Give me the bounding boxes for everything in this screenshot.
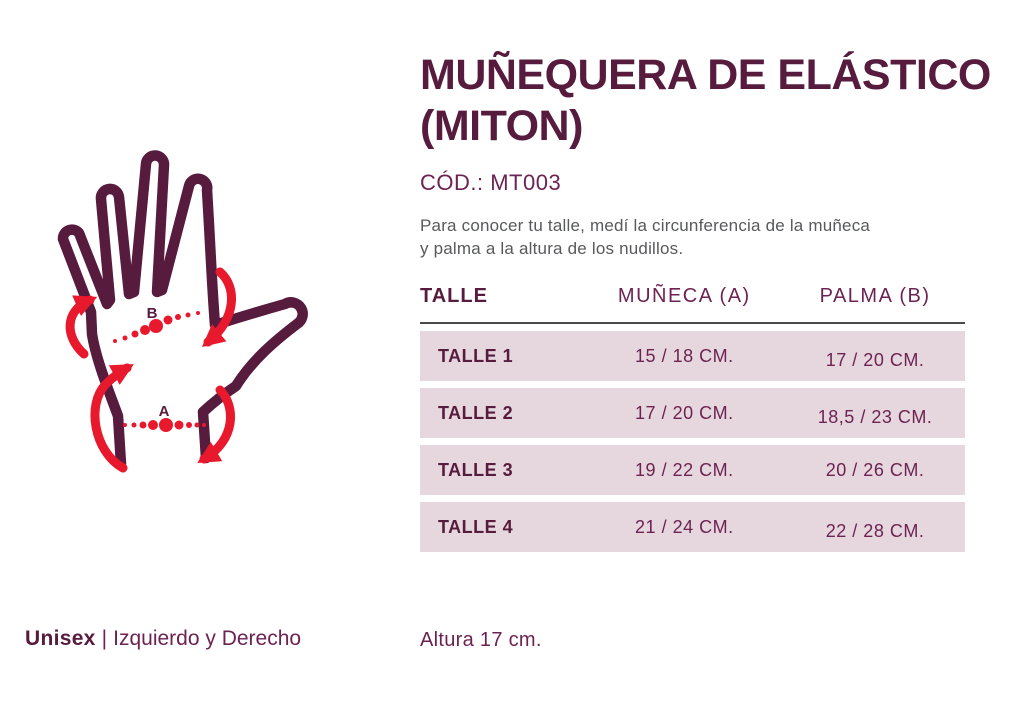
palm-value: 20 / 26 CM. [825, 459, 925, 480]
page-title: MUÑEQUERA DE ELÁSTICO (MITON) [420, 50, 1005, 152]
measure-instructions: Para conocer tu talle, medí la circunfer… [420, 214, 870, 260]
arrow-a-left-icon [90, 363, 134, 473]
page-title-line1: MUÑEQUERA DE ELÁSTICO [420, 51, 991, 99]
size-name: TALLE 4 [438, 516, 514, 537]
wrist-value: 19 / 22 CM. [635, 459, 734, 480]
palm-value: 17 / 20 CM. [825, 349, 925, 370]
measure-b-label: B [147, 305, 158, 322]
arrow-b-right-icon [201, 267, 236, 348]
table-row: TALLE 4 21 / 24 CM. 22 / 28 CM. [420, 502, 965, 552]
wrist-value: 15 / 18 CM. [635, 345, 734, 366]
height-note: Altura 17 cm. [420, 629, 542, 651]
size-table-header: TALLE MUÑECA (A) PALMA (B) [420, 282, 965, 308]
column-header-palma: PALMA (B) [819, 285, 931, 307]
measure-a-label: A [159, 403, 170, 420]
wrist-value: 21 / 24 CM. [635, 516, 734, 537]
column-header-talle: TALLE [420, 285, 488, 307]
table-row: TALLE 2 17 / 20 CM. 18,5 / 23 CM. [420, 388, 965, 438]
usage-note: Unisex | Izquierdo y Derecho [25, 627, 301, 651]
table-row: TALLE 3 19 / 22 CM. 20 / 26 CM. [420, 445, 965, 495]
hand-outline-icon [57, 150, 308, 470]
arrow-b-left-icon [65, 295, 98, 359]
table-row: TALLE 1 15 / 18 CM. 17 / 20 CM. [420, 331, 965, 381]
size-name: TALLE 2 [438, 402, 514, 423]
size-name: TALLE 3 [438, 459, 514, 480]
product-code: CÓD.: MT003 [420, 170, 562, 195]
measure-instructions-line2: y palma a la altura de los nudillos. [420, 239, 684, 258]
unisex-label: Unisex [25, 627, 96, 650]
palm-value: 22 / 28 CM. [825, 520, 925, 541]
column-header-muneca: MUÑECA (A) [617, 285, 751, 307]
separator: | [101, 627, 108, 650]
measure-a-dots [123, 418, 206, 432]
hand-illustration: B A [48, 148, 328, 488]
measure-instructions-line1: Para conocer tu talle, medí la circunfer… [420, 216, 871, 235]
palm-value: 18,5 / 23 CM. [817, 406, 933, 427]
arrow-a-right-icon [197, 385, 235, 464]
measure-b-dots [113, 311, 200, 343]
sides-label: Izquierdo y Derecho [113, 627, 302, 650]
hand-measure-svg: B A [57, 150, 308, 473]
wrist-value: 17 / 20 CM. [635, 402, 734, 423]
page-title-line2: (MITON) [420, 102, 583, 150]
header-divider [420, 322, 965, 324]
size-table: TALLE MUÑECA (A) PALMA (B) TALLE 1 15 / … [420, 282, 965, 552]
size-name: TALLE 1 [438, 345, 514, 366]
